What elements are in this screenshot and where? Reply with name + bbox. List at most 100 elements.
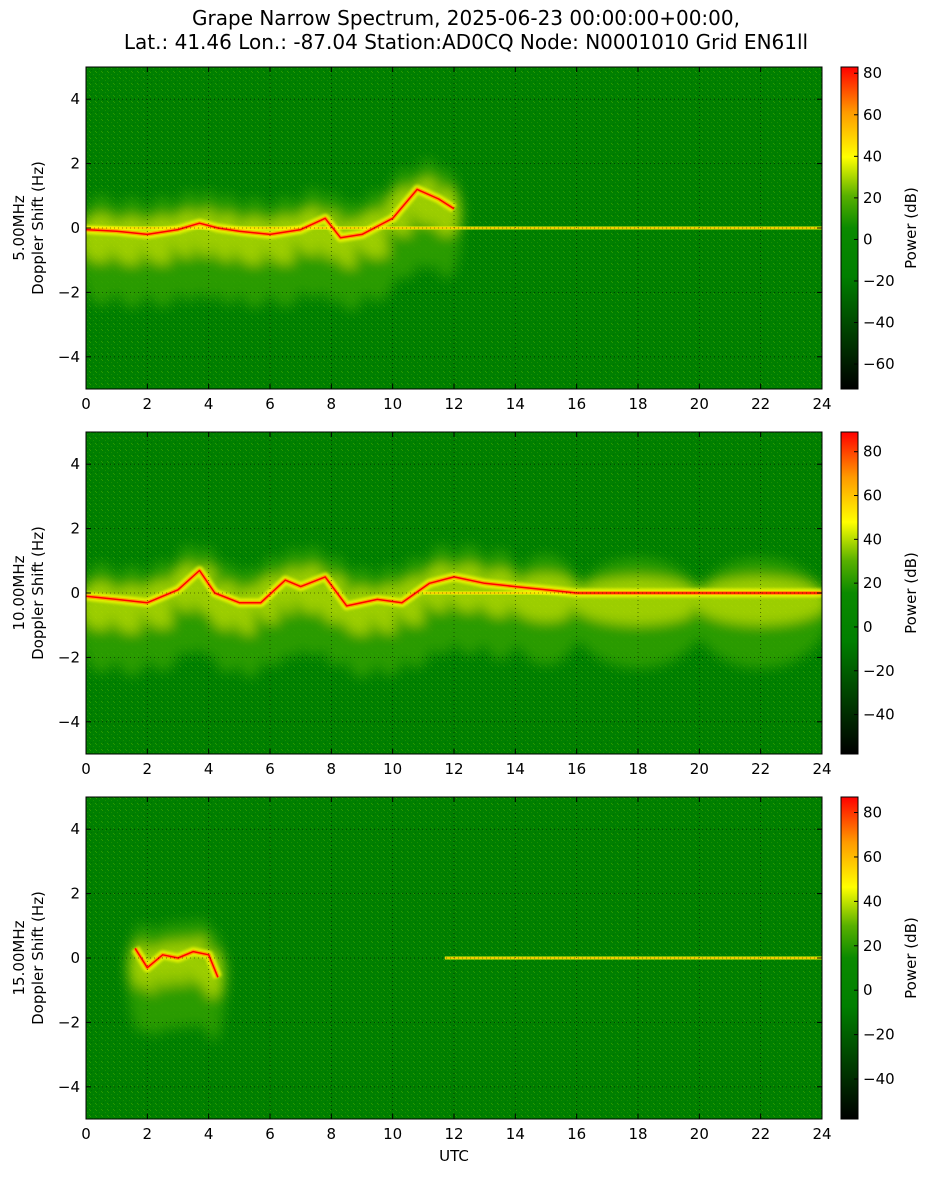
x-tick-label: 10 (383, 760, 402, 778)
colorbar-tick-label: −40 (863, 1070, 895, 1088)
x-tick-label: 12 (444, 760, 463, 778)
x-tick-label: 24 (812, 395, 831, 413)
colorbar-tick-label: 20 (863, 574, 882, 592)
colorbar: 80 60 40 20 0 −20 −40 Power (dB) (840, 796, 920, 1120)
x-tick-label: 10 (383, 1125, 402, 1143)
y-tick-label: −2 (58, 283, 80, 301)
colorbar-tick-label: 80 (863, 443, 882, 461)
x-tick-label: 18 (628, 395, 647, 413)
colorbar-tick-label: 40 (863, 147, 882, 165)
doppler-trace-core (86, 569, 822, 607)
colorbar-tick-label: 80 (863, 64, 882, 82)
heatmap-area (86, 67, 822, 389)
colorbar-tick-label: 0 (863, 230, 873, 248)
x-tick-label: 14 (506, 1125, 525, 1143)
y-axis-label: Doppler Shift (Hz) (29, 891, 47, 1025)
colorbar-tick-label: −40 (863, 314, 895, 332)
colorbar-tick-label: −20 (863, 272, 895, 290)
chart-title-line2: Lat.: 41.46 Lon.: -87.04 Station:AD0CQ N… (123, 30, 809, 54)
x-tick-label: 0 (81, 1125, 91, 1143)
x-tick-label: 0 (81, 760, 91, 778)
y-tick-label: 4 (70, 820, 80, 838)
x-tick-label: 4 (204, 1125, 214, 1143)
x-tick-label: 8 (327, 395, 337, 413)
y-axis-label: Doppler Shift (Hz) (29, 161, 47, 295)
colorbar-tick-label: 60 (863, 106, 882, 124)
y-tick-label: 2 (70, 520, 80, 538)
colorbar-tick-label: 0 (863, 981, 873, 999)
colorbar-tick-label: −40 (863, 706, 895, 724)
x-tick-label: 8 (327, 1125, 337, 1143)
y-tick-label: 4 (70, 455, 80, 473)
colorbar-tick-label: −60 (863, 355, 895, 373)
x-tick-label: 12 (444, 395, 463, 413)
x-tick-label: 16 (567, 395, 586, 413)
x-tick-label: 24 (812, 1125, 831, 1143)
x-tick-label: 18 (628, 760, 647, 778)
y-tick-label: −4 (58, 1078, 80, 1096)
x-tick-label: 2 (143, 1125, 153, 1143)
x-tick-label: 12 (444, 1125, 463, 1143)
x-tick-label: 22 (751, 1125, 770, 1143)
colorbar-tick-label: 20 (863, 937, 882, 955)
x-tick-label: 14 (506, 395, 525, 413)
y-tick-label: −4 (58, 713, 80, 731)
colorbar-tick-label: −20 (863, 662, 895, 680)
y-axis-label-freq: 15.00MHz (10, 920, 28, 995)
x-tick-label: 14 (506, 760, 525, 778)
colorbar-label: Power (dB) (902, 917, 920, 999)
x-tick-label: 4 (204, 395, 214, 413)
x-tick-label: 16 (567, 1125, 586, 1143)
colorbar-tick-label: −20 (863, 1026, 895, 1044)
x-tick-label: 6 (265, 760, 275, 778)
x-tick-label: 16 (567, 760, 586, 778)
colorbar-gradient (840, 431, 859, 755)
y-axis-label: Doppler Shift (Hz) (29, 526, 47, 660)
x-tick-label: 6 (265, 395, 275, 413)
colorbar-tick-label: 0 (863, 618, 873, 636)
x-tick-label: 10 (383, 395, 402, 413)
x-axis-label: UTC (439, 1147, 469, 1165)
colorbar-gradient (840, 796, 859, 1120)
x-tick-label: 24 (812, 760, 831, 778)
chart-title-line1: Grape Narrow Spectrum, 2025-06-23 00:00:… (192, 6, 740, 30)
x-tick-label: 0 (81, 395, 91, 413)
colorbar-tick-label: 60 (863, 487, 882, 505)
y-tick-label: 4 (70, 90, 80, 108)
colorbar: 80 60 40 20 0 −20 −40 Power (dB) (840, 431, 920, 755)
x-tick-label: 4 (204, 760, 214, 778)
y-tick-label: 2 (70, 885, 80, 903)
x-tick-label: 8 (327, 760, 337, 778)
heatmap-area (86, 432, 822, 754)
x-tick-label: 20 (690, 760, 709, 778)
doppler-trace-core (86, 188, 455, 239)
x-tick-label: 2 (143, 395, 153, 413)
y-axis-label-freq: 5.00MHz (10, 195, 28, 261)
y-tick-label: 0 (70, 949, 80, 967)
colorbar-tick-label: 20 (863, 189, 882, 207)
colorbar: 80 60 40 20 0 −20 −40 −60 Power (dB) (840, 64, 920, 390)
colorbar-tick-label: 40 (863, 892, 882, 910)
x-tick-label: 22 (751, 760, 770, 778)
heatmap-area (86, 797, 822, 1119)
y-tick-label: 0 (70, 219, 80, 237)
y-tick-label: 2 (70, 155, 80, 173)
colorbar-label: Power (dB) (902, 552, 920, 634)
x-tick-label: 22 (751, 395, 770, 413)
colorbar-tick-label: 60 (863, 848, 882, 866)
x-tick-label: 20 (690, 395, 709, 413)
x-tick-label: 20 (690, 1125, 709, 1143)
y-tick-label: 0 (70, 584, 80, 602)
x-tick-label: 18 (628, 1125, 647, 1143)
x-tick-label: 2 (143, 760, 153, 778)
colorbar-tick-label: 40 (863, 530, 882, 548)
y-tick-label: −2 (58, 1013, 80, 1031)
colorbar-label: Power (dB) (902, 187, 920, 269)
colorbar-gradient (840, 66, 859, 390)
y-tick-label: −2 (58, 648, 80, 666)
y-tick-label: −4 (58, 348, 80, 366)
x-tick-label: 6 (265, 1125, 275, 1143)
